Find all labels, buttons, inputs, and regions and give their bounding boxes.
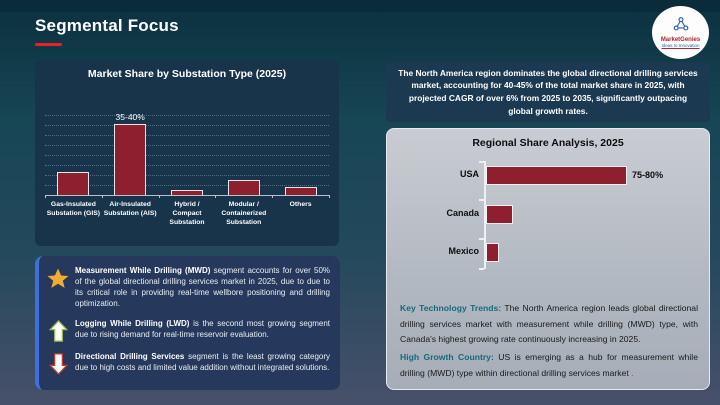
- insight-lead: High Growth Country:: [400, 351, 494, 362]
- bullet-row-mwd: Measurement While Drilling (MWD) segment…: [41, 265, 330, 309]
- gridline: [45, 155, 329, 156]
- regional-analysis-panel: Regional Share Analysis, 2025 USA 75-80% C…: [386, 128, 710, 390]
- axis-tick: [479, 199, 484, 201]
- regional-chart-axis: [484, 161, 486, 269]
- top-band: [0, 0, 720, 12]
- segment-bullets-panel: Measurement While Drilling (MWD) segment…: [35, 256, 340, 390]
- bullet-lead: Logging While Drilling (LWD): [75, 319, 190, 329]
- bar: [57, 172, 90, 195]
- bullet-rest: segment is the least growing category du…: [75, 352, 331, 373]
- substation-chart-categories: Gas-Insulated Substation (GIS) Air-Insula…: [45, 201, 329, 227]
- title-underline: [35, 43, 62, 46]
- insights-text-block: Key Technology Trends: The North America…: [400, 301, 698, 383]
- axis-tick: [45, 195, 46, 198]
- bar-slot: [159, 110, 216, 195]
- axis-tick: [479, 238, 484, 240]
- bar: [486, 243, 499, 262]
- category-label: Gas-Insulated Substation (GIS): [46, 201, 101, 217]
- bar: [170, 190, 203, 195]
- axis-tick: [329, 195, 330, 198]
- bar: [486, 166, 628, 185]
- regional-chart-row: Canada: [399, 204, 699, 224]
- down-arrow-icon: [41, 351, 75, 376]
- region-label: Mexico: [448, 246, 479, 256]
- up-arrow-icon: [41, 318, 75, 342]
- north-america-summary-box: The North America region dominates the g…: [386, 62, 710, 122]
- north-america-summary-text: The North America region dominates the g…: [398, 67, 698, 116]
- category-label: Modular / Containerized Substation: [221, 201, 267, 226]
- bar-slot: 35-40%: [102, 110, 159, 195]
- region-label: Canada: [446, 207, 479, 218]
- bar: [227, 179, 260, 195]
- substation-chart-bars: 35-40%: [45, 110, 329, 195]
- star-icon: [41, 265, 75, 291]
- molecule-icon: [672, 16, 690, 36]
- logo-brand-text: MarketGenies: [660, 36, 701, 43]
- bar-slot: [215, 110, 272, 195]
- regional-chart-row: Mexico: [399, 243, 699, 262]
- axis-tick: [101, 195, 103, 198]
- regional-chart-title: Regional Share Analysis, 2025: [472, 137, 624, 149]
- gridline: [45, 185, 329, 186]
- category-label: Air-Insulated Substation (AIS): [103, 201, 157, 217]
- bar-data-label: 75-80%: [632, 170, 664, 180]
- gridline: [45, 135, 329, 136]
- bullet-row-dds: Directional Drilling Services segment is…: [41, 351, 330, 376]
- bar-slot: [272, 110, 329, 195]
- axis-tick: [479, 268, 484, 270]
- bullet-row-lwd: Logging While Drilling (LWD) is the seco…: [41, 318, 330, 342]
- regional-chart: USA 75-80% Canada Mexico: [399, 153, 699, 275]
- gridline: [45, 175, 329, 176]
- axis-tick: [479, 161, 484, 163]
- axis-tick: [272, 195, 274, 198]
- bullet-lead: Measurement While Drilling (MWD): [75, 266, 211, 275]
- bar: [486, 204, 514, 224]
- bar: [114, 124, 147, 195]
- category-label: Others: [289, 201, 312, 208]
- axis-tick: [158, 195, 160, 198]
- bullet-rest: segment accounts for over 50% of the glo…: [75, 266, 330, 309]
- gridline: [45, 125, 329, 126]
- page-title: Segmental Focus: [35, 16, 179, 35]
- bar: [284, 186, 317, 195]
- category-label: Hybrid / Compact Substation: [169, 201, 205, 226]
- insight-suffix: .: [628, 367, 634, 378]
- region-label: USA: [459, 169, 479, 179]
- company-logo: MarketGenies Ideas to Innovation: [652, 6, 709, 59]
- insight-rest: The North America region leads global di…: [400, 303, 698, 345]
- axis-tick: [215, 195, 217, 198]
- bar-slot: [45, 110, 102, 195]
- bullet-text: Measurement While Drilling (MWD) segment…: [75, 265, 330, 309]
- substation-chart-panel: Market Share by Substation Type (2025) 3…: [35, 60, 339, 246]
- bullet-text: Directional Drilling Services segment is…: [75, 351, 330, 373]
- logo-tagline-text: Ideas to Innovation: [661, 42, 700, 48]
- bullet-lead: Directional Drilling Services: [75, 352, 185, 362]
- substation-chart-title: Market Share by Substation Type (2025): [87, 68, 287, 80]
- gridline: [45, 145, 329, 146]
- insight-key-technology-trends: Key Technology Trends: The North America…: [400, 301, 698, 348]
- gridline: [45, 115, 329, 116]
- insight-high-growth-country: High Growth Country: US is emerging as a…: [400, 350, 698, 381]
- bullet-text: Logging While Drilling (LWD) is the seco…: [75, 318, 330, 340]
- regional-chart-row: USA 75-80%: [399, 166, 699, 185]
- bullet-rest: is the second most growing segment due t…: [75, 319, 330, 340]
- insight-lead: Key Technology Trends:: [400, 303, 502, 313]
- insight-rest: US is emerging as a hub for measurement …: [400, 351, 698, 378]
- substation-chart-plot: 35-40%: [45, 110, 329, 196]
- gridline: [45, 165, 329, 166]
- bar-data-label: 35-40%: [115, 112, 145, 123]
